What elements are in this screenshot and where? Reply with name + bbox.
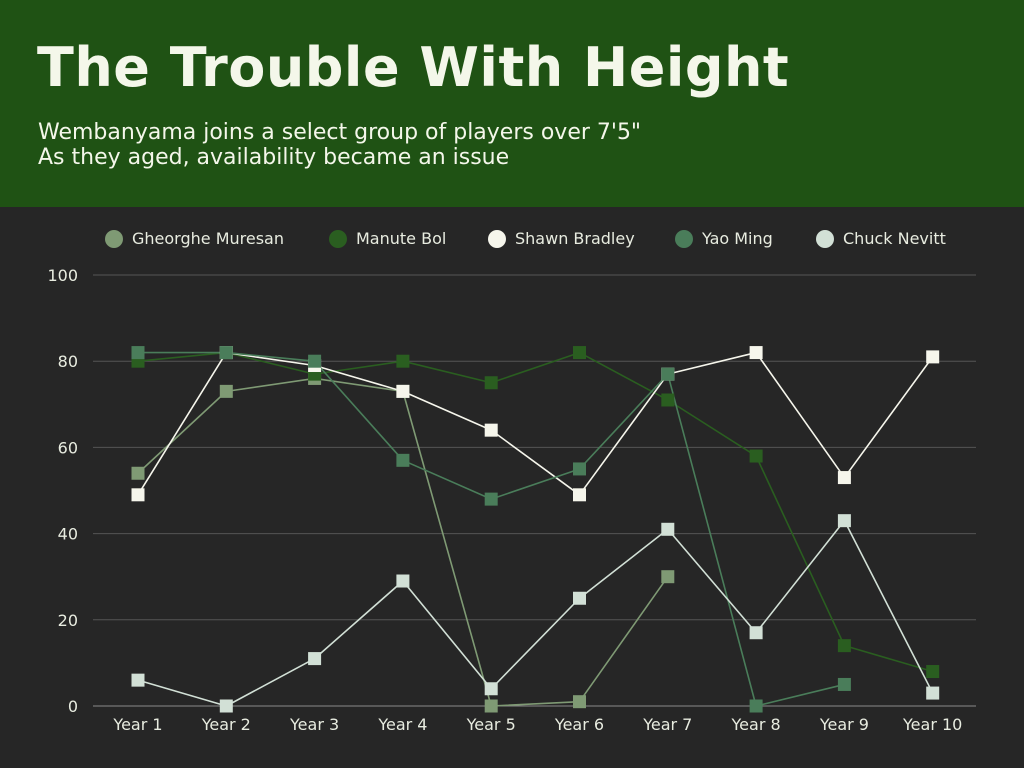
legend-item-shawn-bradley[interactable]: Shawn Bradley xyxy=(488,229,635,248)
x-tick-label: Year 3 xyxy=(289,715,339,734)
series-line-yao-ming xyxy=(138,351,845,707)
data-point-shawn-bradley xyxy=(396,384,410,398)
data-point-yao-ming xyxy=(749,699,763,713)
x-tick-label: Year 4 xyxy=(377,715,427,734)
subtitle-line-1: Wembanyama joins a select group of playe… xyxy=(38,120,642,145)
series-line-shawn-bradley xyxy=(137,351,934,496)
y-tick-label: 100 xyxy=(47,266,78,285)
data-point-yao-ming xyxy=(573,462,586,476)
legend-label: Chuck Nevitt xyxy=(843,229,946,248)
data-point-chuck-nevitt xyxy=(749,626,763,640)
data-point-shawn-bradley xyxy=(749,346,763,360)
legend-label: Yao Ming xyxy=(702,229,773,248)
data-point-yao-ming xyxy=(308,354,322,368)
y-tick-label: 0 xyxy=(68,697,78,716)
legend-label: Shawn Bradley xyxy=(515,229,635,248)
page-title: The Trouble With Height xyxy=(37,36,790,99)
data-point-chuck-nevitt xyxy=(926,686,940,700)
data-point-manute-bol xyxy=(396,354,410,368)
header-banner: The Trouble With Height Wembanyama joins… xyxy=(0,0,1024,207)
x-tick-label: Year 7 xyxy=(642,715,692,734)
data-point-shawn-bradley xyxy=(131,488,145,502)
data-point-chuck-nevitt xyxy=(219,699,233,713)
legend-swatch xyxy=(329,229,347,248)
data-point-chuck-nevitt xyxy=(308,652,322,666)
data-point-gheorghe-muresan xyxy=(661,570,675,584)
data-point-gheorghe-muresan xyxy=(131,466,145,480)
y-tick-label: 80 xyxy=(58,352,78,371)
legend-swatch xyxy=(816,229,834,248)
data-point-gheorghe-muresan xyxy=(573,695,586,709)
legend-item-chuck-nevitt[interactable]: Chuck Nevitt xyxy=(816,229,946,248)
x-tick-label: Year 10 xyxy=(902,715,962,734)
x-tick-label: Year 8 xyxy=(731,715,781,734)
legend-swatch xyxy=(675,229,693,248)
y-tick-label: 20 xyxy=(58,611,78,630)
data-point-yao-ming xyxy=(219,346,233,360)
series-line-manute-bol xyxy=(137,351,933,673)
data-point-manute-bol xyxy=(484,376,498,390)
data-point-shawn-bradley xyxy=(573,488,586,502)
x-tick-label: Year 9 xyxy=(819,715,869,734)
legend-swatch xyxy=(105,229,123,248)
data-point-shawn-bradley xyxy=(484,423,498,437)
data-point-chuck-nevitt xyxy=(573,591,586,605)
legend-item-yao-ming[interactable]: Yao Ming xyxy=(675,229,773,248)
data-point-manute-bol xyxy=(749,449,763,463)
legend-swatch xyxy=(488,229,506,248)
data-point-yao-ming xyxy=(396,453,410,467)
data-point-yao-ming xyxy=(837,677,851,691)
data-point-chuck-nevitt xyxy=(484,682,498,696)
legend-item-manute-bol[interactable]: Manute Bol xyxy=(329,229,446,248)
data-point-manute-bol xyxy=(573,346,586,360)
x-tick-label: Year 5 xyxy=(466,715,516,734)
data-point-chuck-nevitt xyxy=(396,574,410,588)
data-point-gheorghe-muresan xyxy=(484,699,498,713)
data-point-yao-ming xyxy=(131,346,145,360)
y-tick-label: 60 xyxy=(58,438,78,457)
series-line-gheorghe-muresan xyxy=(137,377,669,707)
legend-label: Manute Bol xyxy=(356,229,447,248)
y-tick-label: 40 xyxy=(58,525,78,544)
data-point-shawn-bradley xyxy=(837,471,851,485)
data-point-chuck-nevitt xyxy=(661,522,675,536)
data-point-gheorghe-muresan xyxy=(219,384,233,398)
x-tick-label: Year 1 xyxy=(112,715,162,734)
chart-legend: Gheorghe Muresan Manute Bol Shawn Bradle… xyxy=(0,224,1024,256)
data-point-chuck-nevitt xyxy=(131,673,145,687)
data-point-yao-ming xyxy=(484,492,498,506)
data-point-chuck-nevitt xyxy=(837,514,851,528)
series-line-chuck-nevitt xyxy=(137,519,934,707)
legend-label: Gheorghe Muresan xyxy=(132,229,284,248)
data-point-shawn-bradley xyxy=(926,350,940,364)
data-point-manute-bol xyxy=(926,665,940,679)
subtitle-line-2: As they aged, availability became an iss… xyxy=(38,145,510,170)
x-tick-label: Year 6 xyxy=(554,715,604,734)
data-point-manute-bol xyxy=(837,639,851,653)
data-point-yao-ming xyxy=(661,367,675,381)
x-tick-label: Year 2 xyxy=(201,715,251,734)
legend-item-gheorghe-muresan[interactable]: Gheorghe Muresan xyxy=(105,229,284,248)
data-point-manute-bol xyxy=(661,393,675,407)
